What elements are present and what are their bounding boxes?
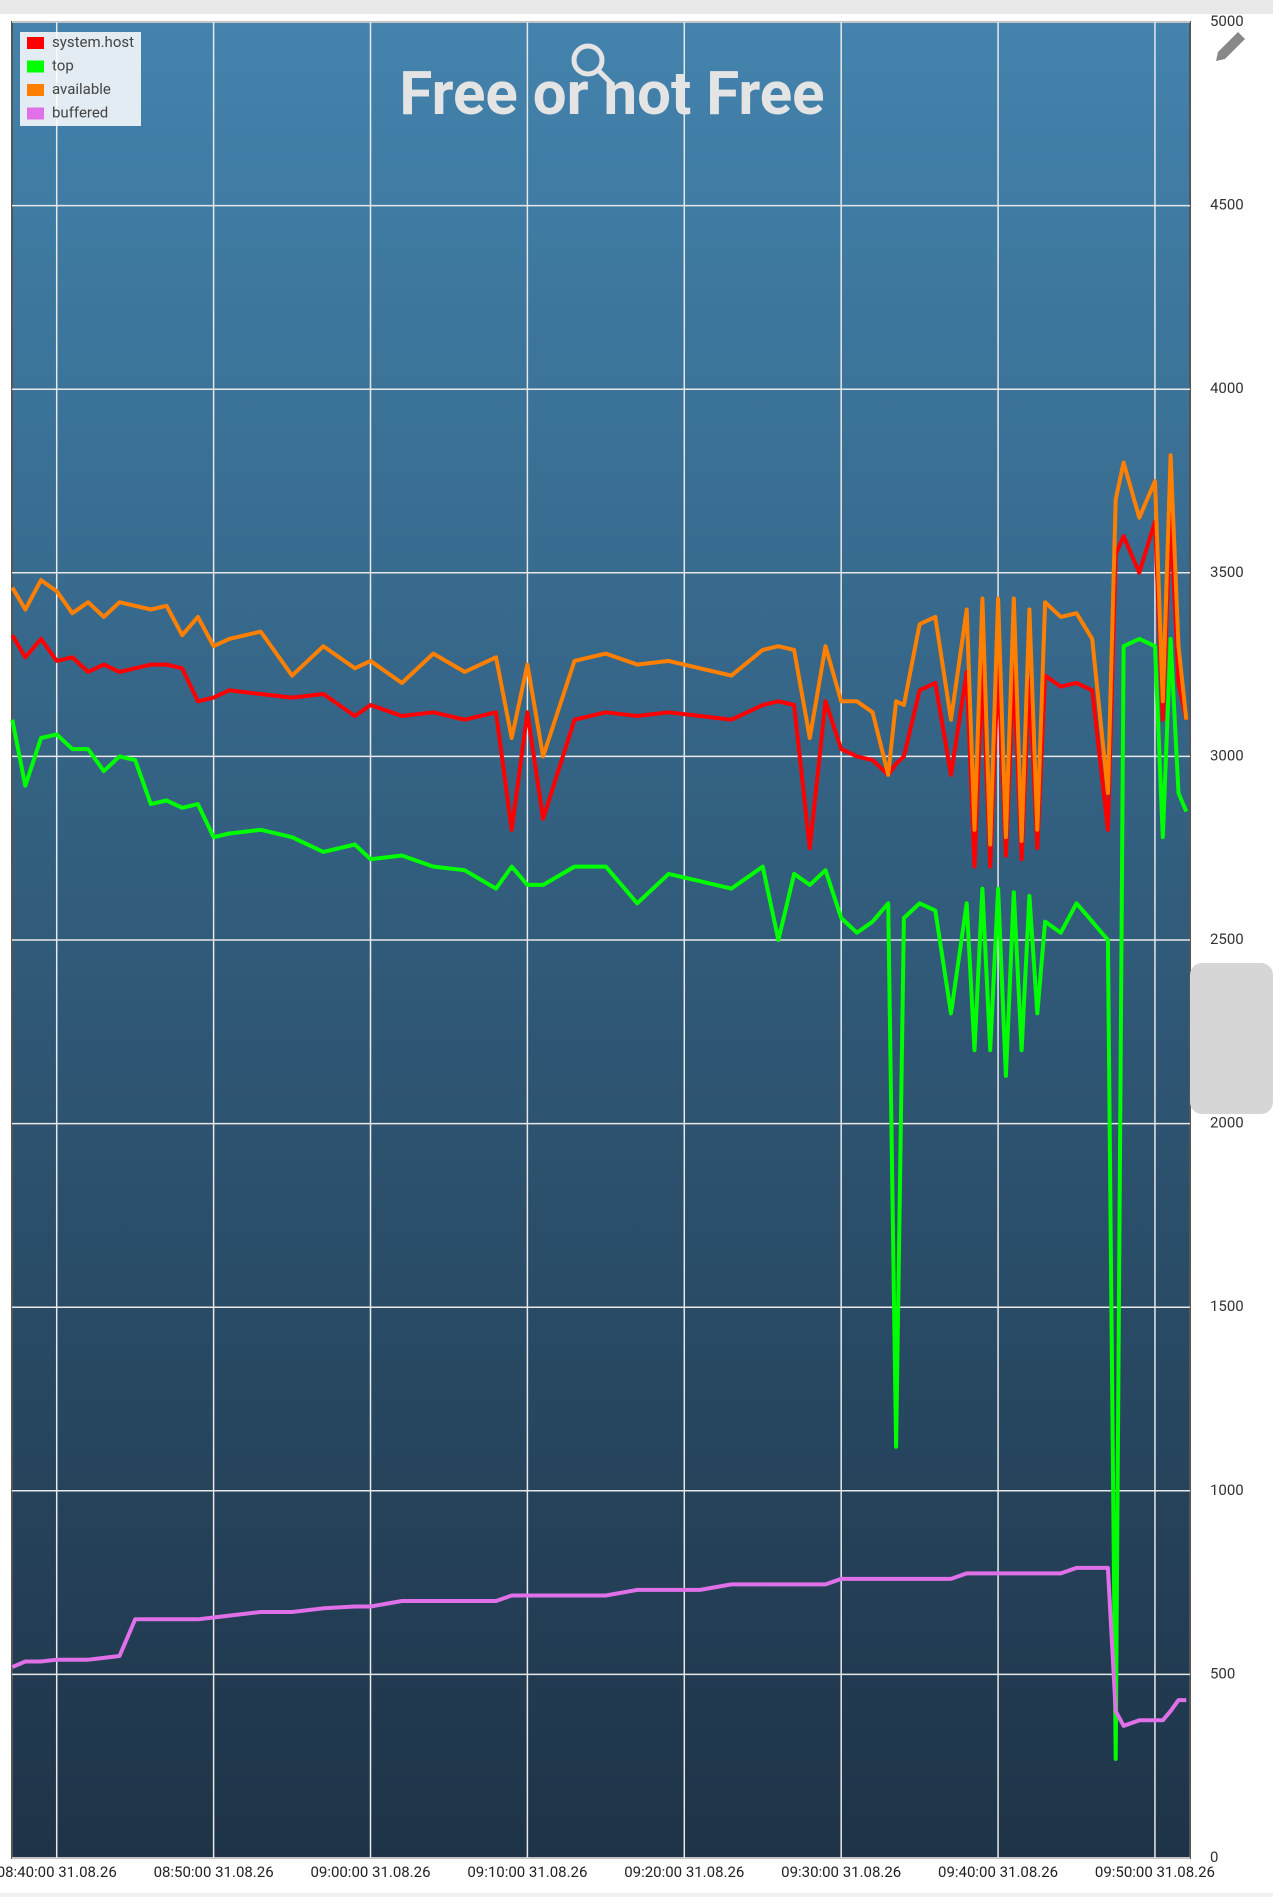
series-line <box>10 512 1189 869</box>
legend-swatch <box>27 107 44 120</box>
y-tick-label: 1500 <box>1210 1297 1244 1315</box>
layer: 0 500 1000 1500 2000 2500 3000 3500 4000 4500 5000… <box>0 12 1244 1881</box>
legend-label: top <box>52 56 74 74</box>
y-tick-label: 4500 <box>1210 196 1244 214</box>
x-tick-label: 09:30:00 31.08.26 <box>781 1863 901 1881</box>
x-tick-label: 09:00:00 31.08.26 <box>310 1863 430 1881</box>
legend-label: available <box>52 80 111 98</box>
legend-label: buffered <box>52 103 108 121</box>
legend-swatch <box>27 37 44 49</box>
legend: system.host top available buffered <box>20 32 141 126</box>
legend-label: system.host <box>52 33 134 51</box>
x-tick-label: 08:50:00 31.08.26 <box>154 1863 274 1881</box>
legend-swatch <box>27 84 44 96</box>
zoom-icon[interactable] <box>571 43 614 86</box>
y-tick-label: 1000 <box>1210 1481 1244 1499</box>
edit-icon[interactable] <box>1216 32 1245 61</box>
top-bar <box>0 0 1273 14</box>
series-line <box>11 1565 1187 1728</box>
series-line <box>10 453 1189 847</box>
x-tick-label: 09:20:00 31.08.26 <box>624 1863 744 1881</box>
legend-swatch <box>27 60 44 73</box>
y-tick-label: 3500 <box>1210 563 1244 581</box>
y-tick-label: 500 <box>1210 1664 1235 1682</box>
x-tick-label: 09:40:00 31.08.26 <box>938 1863 1058 1881</box>
y-tick-label: 0 <box>1210 1848 1218 1866</box>
x-tick-label: 08:40:00 31.08.26 <box>0 1863 117 1881</box>
y-tick-label: 2500 <box>1210 930 1244 948</box>
y-tick-label: 4000 <box>1210 379 1244 397</box>
x-tick-label: 09:50:00 31.08.26 <box>1095 1863 1215 1881</box>
chart-title: Free or not Free <box>399 58 824 129</box>
y-tick-label: 2000 <box>1210 1114 1244 1132</box>
side-handle[interactable] <box>1190 963 1273 1114</box>
y-tick-label: 5000 <box>1210 12 1244 30</box>
x-tick-label: 09:10:00 31.08.26 <box>467 1863 587 1881</box>
series-line <box>10 636 1189 1761</box>
y-tick-label: 3000 <box>1210 746 1244 764</box>
